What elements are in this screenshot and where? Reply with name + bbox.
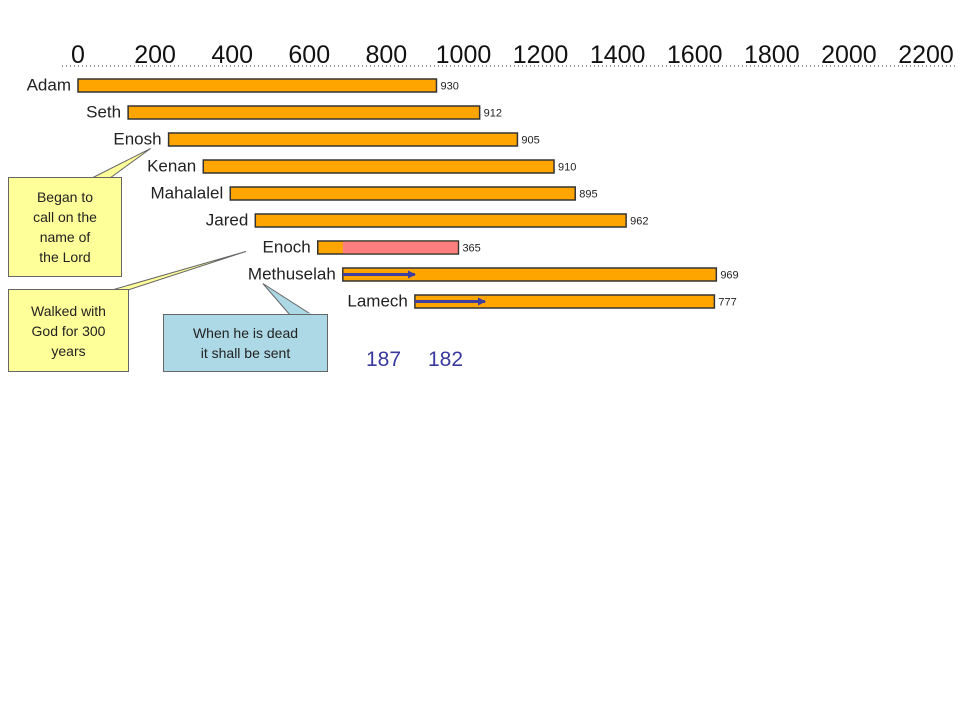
person-label: Seth [86, 103, 121, 122]
lifespan-value: 895 [579, 189, 597, 201]
callout-pointer [111, 251, 246, 291]
gap-number-187: 187 [366, 348, 402, 371]
lifespan-bar [127, 105, 481, 120]
bars: Adam 930 Seth 912 Enosh 905 Kenan 910 Mahalalel 8… [27, 76, 739, 311]
x-axis: 0 200 400 600 800 1000 1200 1400 1600 1800 2000 220… [62, 41, 955, 69]
x-tick-label: 2200 [898, 41, 954, 69]
lifespan-value: 962 [630, 216, 648, 228]
x-tick-label: 400 [211, 41, 253, 69]
lifespan-value: 905 [521, 135, 539, 147]
x-tick-label: 200 [134, 41, 176, 69]
callout-line: years [51, 342, 86, 359]
person-label: Mahalalel [150, 184, 223, 203]
x-tick-label: 1800 [744, 41, 800, 69]
lifespan-value: 910 [558, 162, 576, 174]
callout-methuselah: When he is dead it shall be sent [163, 314, 328, 372]
lifespan-bar-highlight [342, 241, 458, 254]
callout-line: Began to [36, 189, 94, 205]
row-mahalalel: Mahalalel 895 [150, 184, 597, 203]
person-label: Enosh [113, 130, 161, 149]
x-tick-label: 800 [366, 41, 408, 69]
x-tick-label: 1600 [667, 41, 723, 69]
lifespan-bar [167, 132, 519, 147]
row-enosh: Enosh 905 [113, 130, 539, 149]
lifespan-bar [202, 159, 555, 174]
person-label: Methuselah [248, 265, 336, 284]
lifespan-value: 969 [720, 270, 738, 282]
callout-line: Walked with [31, 302, 106, 319]
row-methuselah: Methuselah 969 [248, 265, 739, 284]
lifespan-bar [77, 78, 438, 93]
callout-line: God for 300 [31, 322, 106, 339]
lifespan-bar [254, 213, 627, 228]
arrows [342, 270, 487, 306]
row-jared: Jared 962 [206, 211, 649, 230]
x-tick-label: 0 [71, 41, 85, 69]
callout-enoch: Walked with God for 300 years [8, 289, 129, 372]
row-enoch: Enoch 365 [263, 238, 481, 257]
x-tick-label: 2000 [821, 41, 877, 69]
person-label: Adam [27, 76, 71, 95]
callout-line: name of [39, 229, 91, 245]
callout-enosh: Began to call on the name of the Lord [8, 177, 122, 277]
callout-pointer [91, 148, 151, 179]
row-adam: Adam 930 [27, 76, 459, 95]
person-label: Enoch [263, 238, 311, 257]
gap-number-182: 182 [428, 348, 464, 371]
callout-line: When he is dead [192, 325, 299, 341]
row-lamech: Lamech 777 [347, 292, 736, 311]
row-kenan: Kenan 910 [147, 157, 576, 176]
lifespan-value: 930 [440, 81, 458, 93]
x-tick-label: 600 [288, 41, 330, 69]
callout-pointer [262, 283, 314, 316]
callout-line: call on the [33, 209, 97, 225]
lifespan-value: 912 [484, 108, 502, 120]
person-label: Kenan [147, 157, 196, 176]
callout-line: the Lord [39, 249, 91, 265]
lifespan-bar [229, 186, 576, 201]
lifespan-value: 365 [462, 243, 480, 255]
x-tick-label: 1400 [590, 41, 646, 69]
x-tick-label: 1200 [513, 41, 569, 69]
person-label: Lamech [347, 292, 407, 311]
row-seth: Seth 912 [86, 103, 502, 122]
x-tick-label: 1000 [436, 41, 492, 69]
person-label: Jared [206, 211, 249, 230]
lifespan-value: 777 [718, 297, 736, 309]
callout-line: it shall be sent [200, 345, 291, 361]
